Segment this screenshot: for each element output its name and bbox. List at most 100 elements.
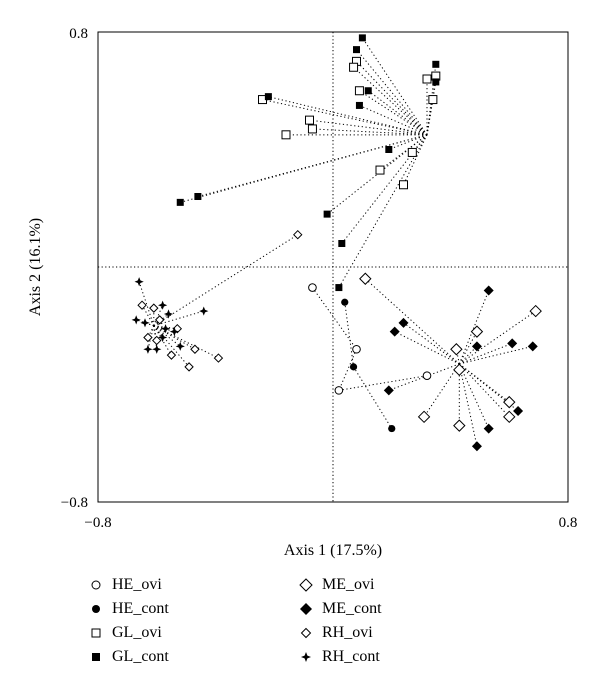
gl-cont-point bbox=[353, 46, 360, 54]
connector-line bbox=[458, 290, 490, 365]
rh-cont-point bbox=[140, 318, 150, 328]
connector-line bbox=[388, 363, 460, 391]
gl-cont-point bbox=[432, 60, 440, 68]
connector-line bbox=[262, 99, 428, 136]
circle-filled-icon bbox=[92, 605, 100, 613]
rh-ovi-point bbox=[184, 362, 194, 372]
me-cont-point bbox=[471, 341, 482, 352]
connector-line bbox=[388, 134, 428, 150]
gl-ovi-point bbox=[375, 165, 385, 175]
rh-cont-point bbox=[175, 341, 185, 351]
connector-line bbox=[403, 322, 460, 365]
legend-label: RH_cont bbox=[322, 648, 380, 665]
rh-cont-point bbox=[158, 300, 168, 310]
legend-item-he-ovi: HE_ovi bbox=[88, 574, 162, 596]
connector-line bbox=[309, 119, 428, 136]
connector-line bbox=[344, 302, 355, 367]
rh-cont-point bbox=[169, 327, 179, 337]
connector-line bbox=[367, 90, 428, 136]
connector-line bbox=[459, 345, 533, 365]
he-ovi-point bbox=[422, 371, 432, 380]
connector-line bbox=[458, 363, 490, 429]
rh-cont-point bbox=[131, 315, 141, 325]
connector-line bbox=[403, 134, 428, 185]
gl-ovi-point bbox=[422, 74, 432, 84]
rh-ovi-point bbox=[154, 315, 165, 325]
me-cont-point bbox=[483, 285, 494, 296]
connector-line bbox=[153, 313, 169, 327]
connector-line bbox=[136, 319, 154, 327]
me-cont-point bbox=[398, 317, 409, 328]
y-tick-top: 0.8 bbox=[69, 26, 88, 42]
legend-item-gl-cont: GL_cont bbox=[88, 646, 169, 668]
gl-ovi-point bbox=[407, 147, 417, 157]
rh-ovi-point bbox=[293, 229, 303, 240]
rh-cont-point bbox=[134, 277, 144, 287]
gl-ovi-point bbox=[349, 62, 359, 72]
legend-item-rh-ovi: RH_ovi bbox=[298, 622, 373, 644]
plot-frame bbox=[97, 31, 569, 503]
me-ovi-point bbox=[503, 410, 516, 424]
gl-cont-point bbox=[364, 87, 372, 95]
gl-ovi-point bbox=[305, 115, 314, 125]
connector-line bbox=[394, 331, 460, 365]
gl-cont-point bbox=[176, 198, 184, 206]
he-ovi-point bbox=[352, 344, 361, 354]
connector-line bbox=[138, 281, 155, 326]
connector-line bbox=[153, 325, 164, 338]
connector-line bbox=[458, 345, 478, 365]
connector-line bbox=[426, 99, 434, 135]
gl-cont-point bbox=[338, 240, 346, 247]
rh-ovi-point bbox=[190, 344, 200, 354]
connector-line bbox=[153, 325, 190, 368]
connector-line bbox=[268, 96, 428, 136]
legend-label: HE_cont bbox=[112, 600, 169, 617]
square-open-icon bbox=[91, 628, 101, 638]
points-layer bbox=[131, 34, 542, 452]
legend-label: ME_cont bbox=[322, 600, 382, 617]
rh-cont-point bbox=[158, 332, 168, 343]
gl-ovi-point bbox=[307, 124, 317, 134]
he-ovi-point bbox=[308, 283, 317, 292]
legend-item-rh-cont: RH_cont bbox=[298, 646, 380, 668]
legend-label: HE_ovi bbox=[112, 576, 162, 593]
connector-line bbox=[338, 375, 428, 391]
connector-line bbox=[459, 310, 536, 365]
connector-line bbox=[361, 37, 428, 136]
rh-ovi-point bbox=[166, 350, 177, 360]
gl-cont-point bbox=[355, 101, 363, 109]
connector-line bbox=[458, 331, 478, 365]
diamond-filled-icon bbox=[300, 603, 312, 615]
gl-ovi-point bbox=[354, 86, 364, 96]
gl-cont-point bbox=[358, 34, 366, 42]
connector-line bbox=[338, 134, 428, 288]
legend-item-me-cont: ME_cont bbox=[298, 598, 382, 620]
me-cont-point bbox=[513, 405, 524, 416]
me-cont-point bbox=[483, 423, 494, 434]
chart-svg: 0.8 −0.8 −0.8 0.8 Axis 1 (17.5%) Axis 2 … bbox=[27, 26, 577, 559]
rh-ovi-point bbox=[149, 303, 159, 313]
legend-label: RH_ovi bbox=[322, 624, 373, 641]
connector-line bbox=[180, 134, 428, 203]
rh-cont-point bbox=[160, 324, 171, 334]
connector-lines bbox=[136, 37, 536, 447]
connector-line bbox=[141, 304, 155, 326]
small-diamond-open-icon bbox=[300, 627, 312, 639]
connector-line bbox=[356, 61, 428, 136]
connector-line bbox=[426, 75, 437, 135]
rh-cont-point bbox=[152, 344, 162, 354]
connector-line bbox=[423, 363, 460, 418]
rh-cont-point bbox=[143, 344, 153, 354]
me-ovi-point bbox=[453, 363, 466, 377]
connector-line bbox=[459, 363, 519, 412]
he-cont-point bbox=[341, 298, 349, 306]
y-tick-bottom: −0.8 bbox=[61, 495, 88, 511]
legend: HE_ovi HE_cont GL_ovi GL_cont ME_ovi ME_… bbox=[88, 572, 418, 672]
connector-line bbox=[356, 49, 428, 136]
x-axis-label: Axis 1 (17.5%) bbox=[284, 542, 382, 559]
rh-ovi-point bbox=[213, 353, 224, 363]
gl-cont-point bbox=[264, 93, 272, 101]
gl-ovi-point bbox=[399, 180, 408, 190]
connector-line bbox=[353, 66, 428, 136]
legend-item-me-ovi: ME_ovi bbox=[298, 574, 374, 596]
